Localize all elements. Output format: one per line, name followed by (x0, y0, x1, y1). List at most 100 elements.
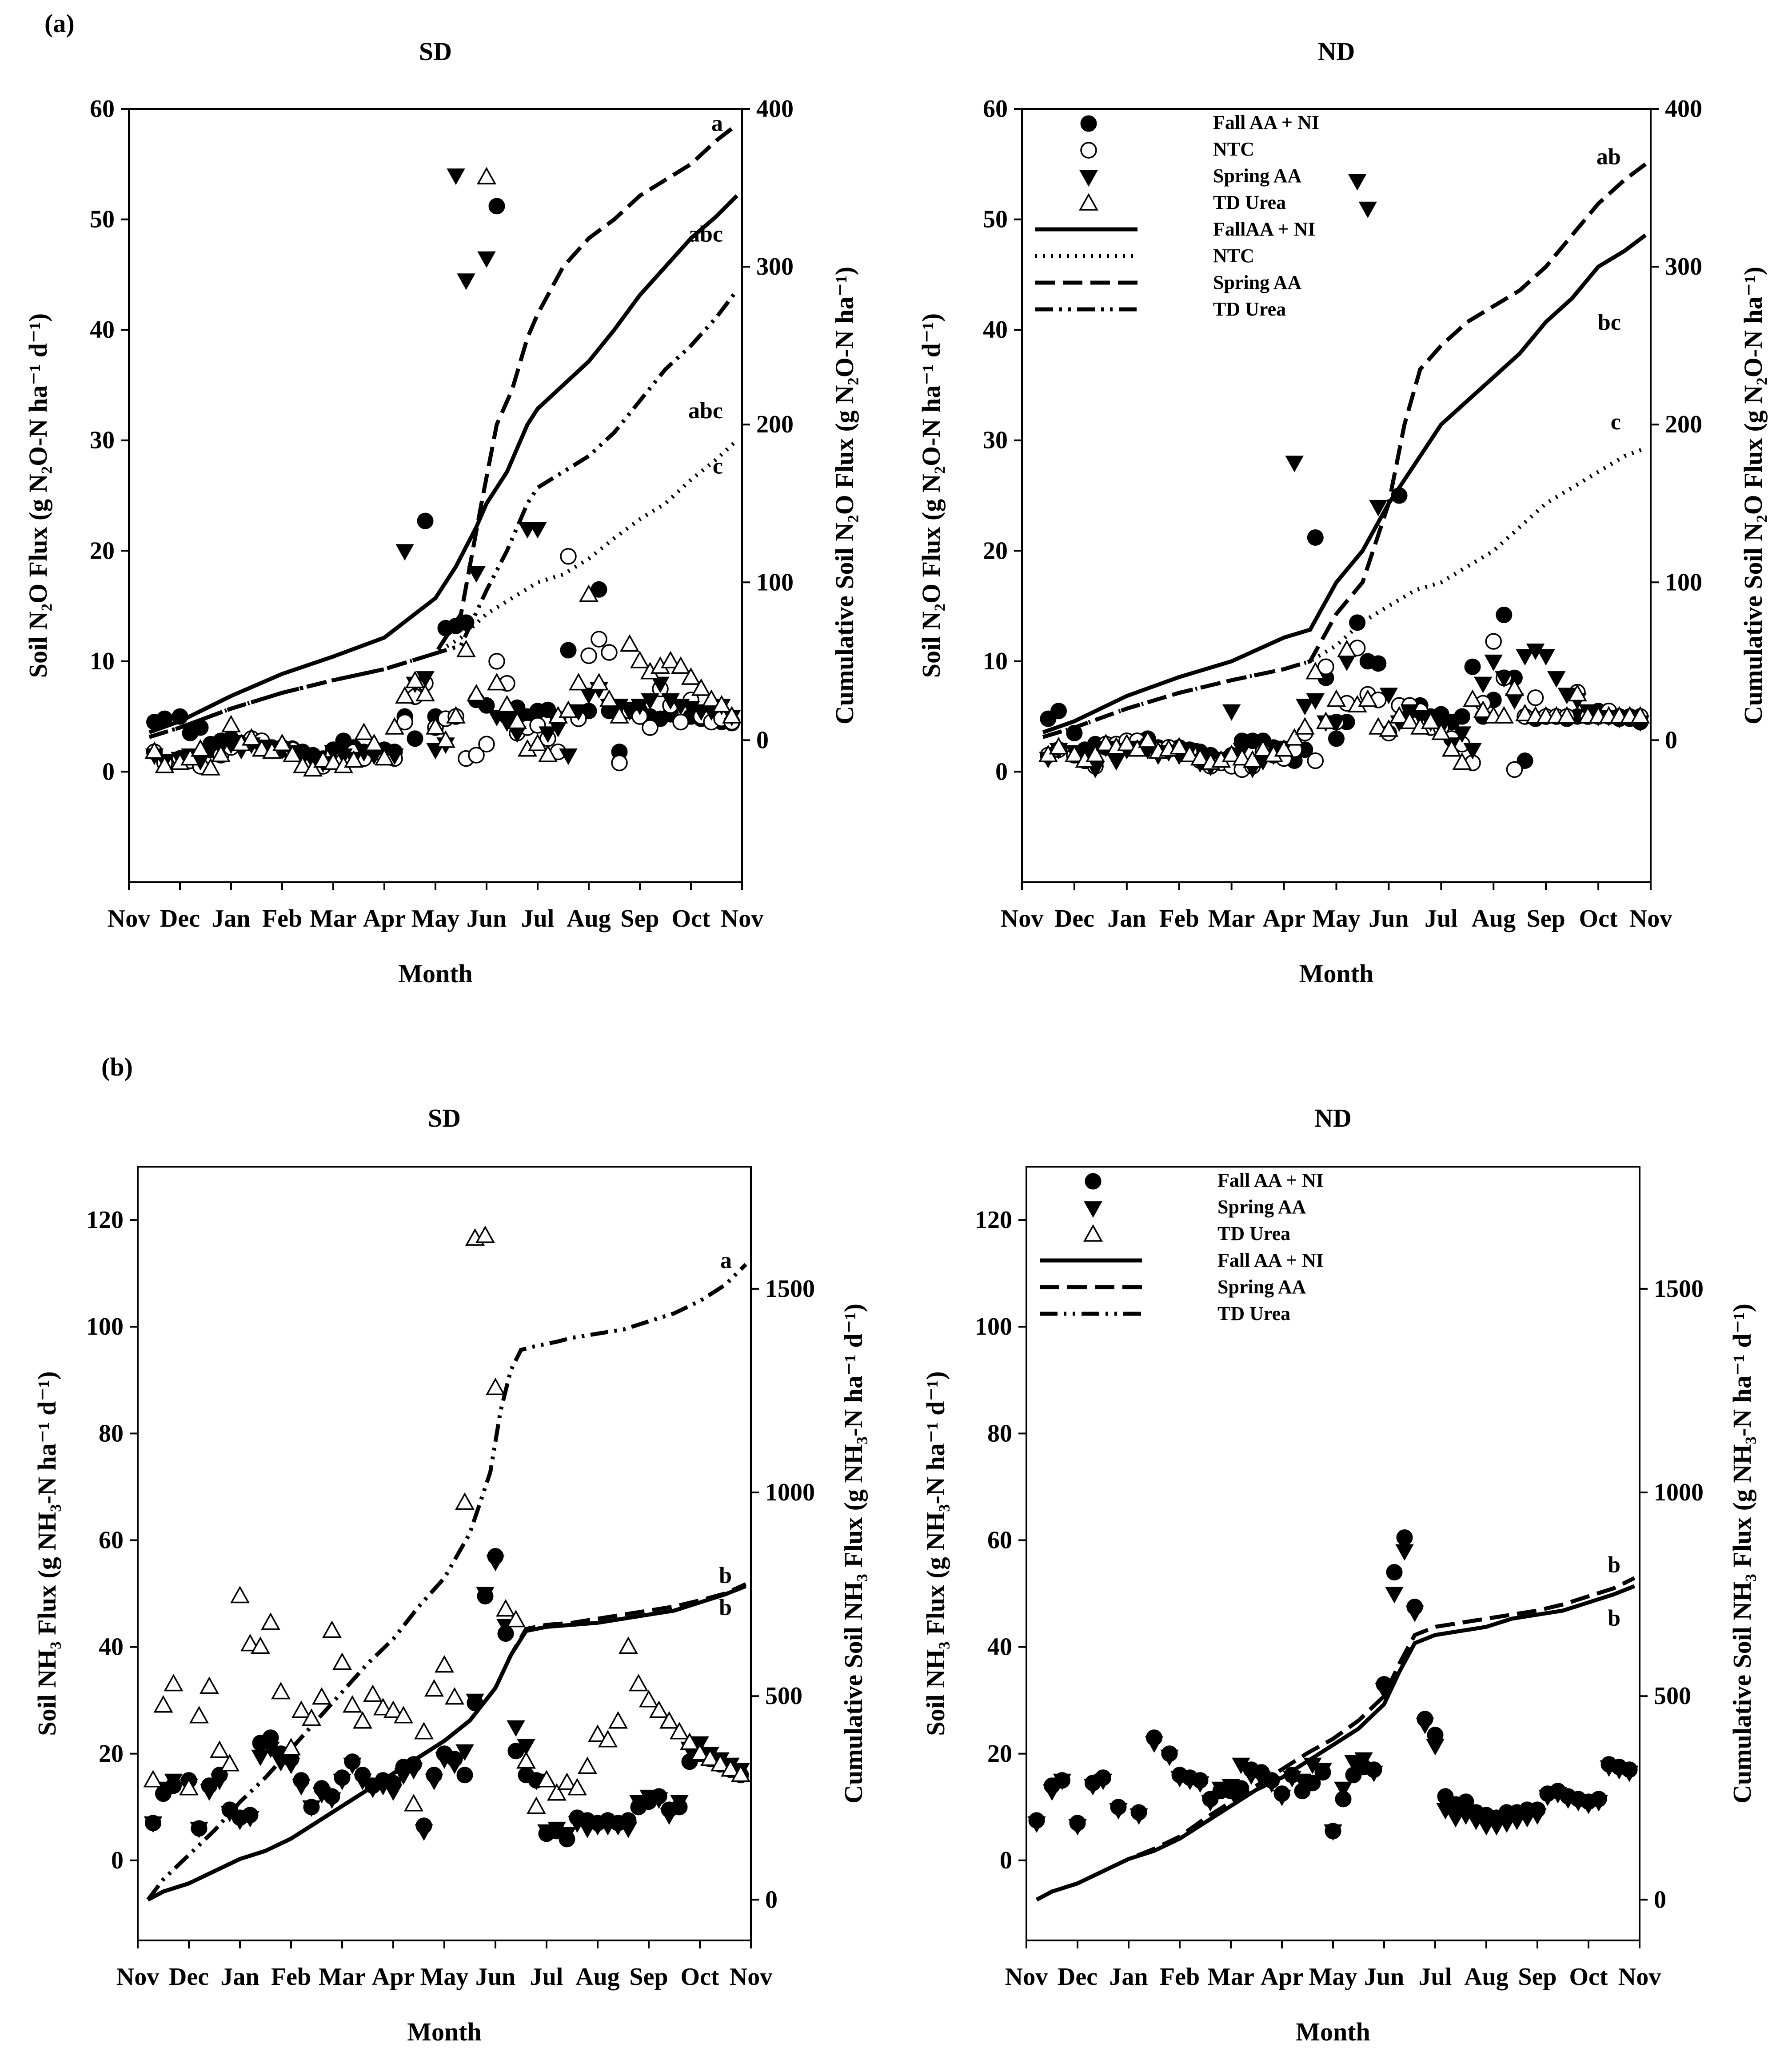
data-point (639, 1690, 659, 1708)
data-point (569, 672, 588, 691)
x-tick-label: May (1309, 1963, 1357, 1991)
points-spring-aa (1039, 174, 1650, 779)
points-spring-aa (1027, 1544, 1639, 1841)
data-point (1096, 733, 1116, 752)
x-tick-label: May (1312, 905, 1361, 932)
x-tick-label: Oct (680, 1963, 719, 1991)
y-tick-label: 60 (983, 95, 1008, 123)
legend: Fall AA + NI NTC Spring AA TD Urea FallAA + … (1035, 112, 1319, 320)
y-tick-label: 80 (987, 1420, 1012, 1447)
data-point (507, 711, 527, 729)
data-point (608, 1711, 628, 1729)
significance-letter: a (720, 1248, 732, 1273)
data-point (164, 1674, 184, 1692)
data-point (1579, 1797, 1598, 1814)
y-tick-label: 100 (975, 1313, 1012, 1340)
x-tick-label: Dec (160, 905, 200, 932)
data-point (476, 1587, 495, 1604)
y-tick-label: 50 (983, 206, 1008, 233)
data-point (1180, 744, 1200, 762)
data-point (1262, 1776, 1281, 1793)
x-tick-label: Mar (1207, 1963, 1254, 1991)
data-point (486, 1377, 505, 1396)
data-point (1368, 717, 1388, 735)
data-point (1396, 1529, 1413, 1546)
data-point (1326, 689, 1346, 707)
data-point (271, 1682, 291, 1700)
data-point (1405, 1605, 1424, 1622)
data-point (251, 1749, 270, 1766)
x-tick-label: Jul (521, 905, 555, 932)
x-tick-label: Nov (721, 905, 763, 932)
data-point (1293, 1773, 1312, 1790)
x-tick-label: Sep (620, 905, 659, 932)
data-point (516, 1751, 536, 1769)
data-point (292, 1779, 311, 1796)
data-point (1379, 719, 1399, 737)
data-point (1324, 1824, 1342, 1841)
data-point (1295, 717, 1315, 735)
x-tick-label: Apr (363, 905, 406, 932)
x-tick-label: Jun (1364, 1963, 1404, 1991)
line-ntc (148, 439, 738, 739)
data-point (395, 686, 415, 704)
data-point (1505, 693, 1524, 710)
data-point (201, 758, 220, 776)
x-tick-label: Jan (1109, 1963, 1148, 1991)
x-tick-label: Sep (629, 1963, 668, 1991)
data-point (1567, 684, 1587, 702)
data-point (467, 684, 486, 702)
data-point (537, 1770, 556, 1788)
data-point (475, 1225, 495, 1243)
data-point (527, 1796, 546, 1814)
data-point (333, 1773, 351, 1790)
data-point (405, 671, 425, 688)
line-fallaa-ni (148, 194, 738, 734)
x-tick-label: Nov (1001, 905, 1043, 932)
data-point (1117, 733, 1137, 752)
series-lines (146, 1263, 747, 1902)
data-point (211, 744, 231, 762)
data-point (466, 1693, 484, 1710)
y-tick-label: 50 (90, 206, 115, 233)
significance-letter: b (719, 1563, 732, 1588)
data-point (497, 695, 517, 713)
data-point (642, 719, 659, 736)
significance-letter: abc (688, 221, 723, 247)
data-point (354, 722, 374, 740)
line-fall-aa-ni (147, 1584, 747, 1902)
data-point (671, 656, 690, 674)
data-point (1538, 1789, 1557, 1806)
data-point (1589, 1795, 1608, 1812)
chart-title: SD (419, 37, 452, 66)
data-point (620, 704, 639, 721)
data-point (1389, 706, 1409, 724)
data-point (447, 168, 465, 185)
x-axis-label: Month (398, 959, 473, 988)
data-point (344, 750, 363, 768)
data-point (241, 1811, 259, 1828)
data-point (731, 1764, 750, 1782)
line-spring-aa (1042, 162, 1647, 739)
data-point (1516, 649, 1534, 666)
data-point (580, 647, 597, 664)
data-point (1160, 1749, 1179, 1766)
series-lines (1035, 1576, 1636, 1902)
data-point (1145, 1736, 1164, 1753)
x-tick-label: Nov (108, 905, 150, 932)
legend-marker (1084, 1201, 1102, 1218)
legend-label: Spring AA (1213, 272, 1302, 293)
y-axis-label: Soil NH₃ Flux (g NH₃-N ha⁻¹ d⁻¹) (32, 1371, 61, 1736)
x-tick-label: Dec (1054, 905, 1094, 932)
data-point (1107, 754, 1125, 771)
data-point (537, 1824, 556, 1841)
data-point (1138, 730, 1157, 748)
data-point (1473, 700, 1493, 718)
data-point (1348, 174, 1367, 191)
x-axis-label: Month (407, 2017, 482, 2046)
data-point (192, 719, 209, 736)
data-point (1473, 676, 1493, 693)
data-point (1094, 1773, 1113, 1790)
data-point (343, 1695, 362, 1713)
data-point (231, 1813, 249, 1830)
